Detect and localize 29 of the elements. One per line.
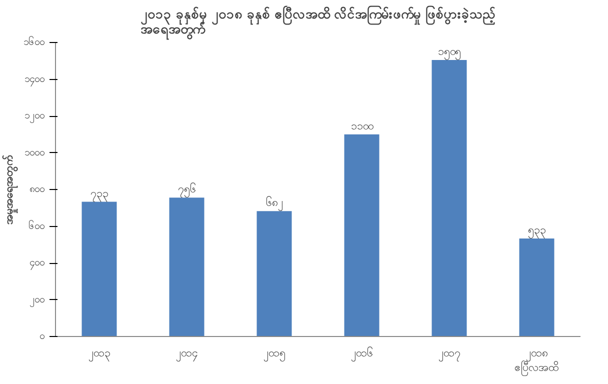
bar — [344, 134, 380, 336]
y-axis-title: အမှုအရေအတွက် — [2, 154, 18, 224]
x-tick-label: ၂၀၁၃ — [88, 348, 110, 362]
x-tick-label: ၂၀၁၇ — [438, 348, 460, 362]
data-label: ၇၅၆ — [178, 182, 196, 198]
y-tick-label: ၂၀၀ — [30, 294, 44, 308]
data-label: ၇၃၃ — [90, 188, 108, 202]
y-tick-label: ၄၀၀ — [30, 258, 44, 270]
bar — [169, 198, 204, 336]
bar — [256, 211, 292, 336]
data-label: ၁၁၀၀ — [350, 120, 373, 132]
data-label: ၅၃၃ — [528, 224, 546, 239]
bar — [432, 60, 467, 336]
y-tick-label: ၆၀၀ — [28, 218, 44, 232]
x-tick-label: ၂၀၁၈ ဧပြီလအထိ — [514, 348, 560, 376]
x-tick-label: ၂၀၁၅ — [263, 348, 286, 362]
y-tick-label: ၀ — [40, 331, 44, 342]
bar — [82, 202, 117, 336]
y-tick-label: ၁၀၀၀ — [24, 147, 44, 158]
y-tick-label: ၈၀၀ — [30, 184, 44, 195]
x-tick-label: ၂၀၁၄ — [176, 348, 198, 362]
data-label: ၆၈၂ — [266, 196, 283, 212]
data-label: ၁၅၀၅ — [438, 46, 461, 60]
y-tick-label: ၁၂၀၀ — [24, 110, 44, 124]
x-tick-label: ၂၀၁၆ — [350, 346, 373, 362]
bar — [519, 238, 554, 336]
y-tick-label: ၁၆၀၀ — [24, 35, 44, 48]
chart-title: ၂၀၁၃ ခုနှစ်မှ ၂၀၁၈ ခုနှစ် ဧပြီလအထိ လိင်အကြမ်းဖက်မှု ဖြစ်ပွားခဲ့သည့် အရေအတွက် — [140, 4, 496, 40]
y-tick-label: ၁၄၀၀ — [24, 74, 44, 87]
